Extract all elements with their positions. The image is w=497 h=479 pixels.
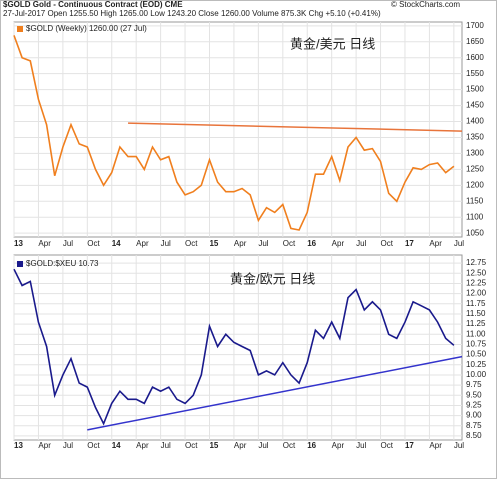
x-tick-label: Jul (63, 239, 73, 248)
x-tick-label: Oct (185, 441, 198, 450)
x-tick-label: Jul (63, 441, 73, 450)
x-tick-label: Apr (429, 441, 442, 450)
x-tick-label: Oct (381, 441, 394, 450)
x-tick-label: Apr (429, 239, 442, 248)
x-tick-label: Oct (381, 239, 394, 248)
y-tick-label: 8.50 (466, 431, 482, 440)
y-tick-label: 10.25 (466, 360, 487, 369)
y-tick-label: 1250 (466, 164, 484, 173)
y-tick-label: 1550 (466, 69, 484, 78)
x-tick-label: Jul (356, 239, 366, 248)
x-tick-label: Jul (161, 239, 171, 248)
x-tick-label: Jul (258, 239, 268, 248)
y-tick-label: 12.25 (466, 279, 487, 288)
x-tick-label: 15 (209, 441, 218, 450)
x-tick-label: Oct (283, 441, 296, 450)
x-tick-label: 14 (112, 239, 121, 248)
source: © StockCharts.com (391, 0, 460, 9)
annotation: 黄金/欧元 日线 (230, 271, 315, 286)
legend-label: $GOLD (Weekly) 1260.00 (27 Jul) (26, 24, 147, 33)
x-tick-label: Apr (234, 239, 247, 248)
x-tick-label: Apr (136, 239, 149, 248)
x-tick-label: Oct (283, 239, 296, 248)
y-tick-label: 12.00 (466, 289, 487, 298)
x-tick-label: Apr (234, 441, 247, 450)
y-tick-label: 9.25 (466, 401, 482, 410)
price-line (13, 35, 455, 231)
y-tick-label: 8.75 (466, 421, 482, 430)
y-tick-label: 1300 (466, 149, 484, 158)
x-tick-label: 14 (112, 441, 121, 450)
x-tick-label: 17 (405, 441, 414, 450)
y-tick-label: 11.50 (466, 309, 486, 318)
y-tick-label: 9.75 (466, 380, 482, 389)
y-tick-label: 1150 (466, 196, 484, 205)
price-line (13, 268, 455, 426)
y-tick-label: 1600 (466, 53, 484, 62)
x-tick-label: Apr (136, 441, 149, 450)
x-tick-label: 17 (405, 239, 414, 248)
y-tick-label: 1100 (466, 212, 484, 221)
x-tick-label: Apr (38, 239, 51, 248)
plot-area (13, 254, 463, 441)
y-tick-label: 1500 (466, 85, 484, 94)
y-tick-label: 10.75 (466, 340, 487, 349)
legend-swatch (17, 261, 23, 267)
chart-title: $GOLD Gold - Continuous Contract (EOD) C… (3, 0, 183, 9)
x-tick-label: Jul (356, 441, 366, 450)
subtitle: 27-Jul-2017 Open 1255.50 High 1265.00 Lo… (3, 9, 381, 18)
y-tick-label: 1650 (466, 37, 484, 46)
x-tick-label: Jul (258, 441, 268, 450)
trendline (128, 122, 463, 132)
y-tick-label: 12.75 (466, 258, 487, 267)
x-tick-label: Apr (332, 239, 345, 248)
x-tick-label: 16 (307, 239, 316, 248)
y-tick-label: 1050 (466, 228, 484, 237)
y-tick-label: 1700 (466, 21, 484, 30)
x-tick-label: Oct (87, 239, 100, 248)
x-tick-label: Oct (185, 239, 198, 248)
y-tick-label: 10.00 (466, 370, 487, 379)
y-tick-label: 12.50 (466, 268, 487, 277)
trendline (87, 355, 463, 431)
x-tick-label: 13 (14, 239, 23, 248)
y-tick-label: 11.00 (466, 329, 486, 338)
x-tick-label: Jul (454, 239, 464, 248)
y-tick-label: 9.50 (466, 390, 482, 399)
x-tick-label: 13 (14, 441, 23, 450)
x-tick-label: Jul (161, 441, 171, 450)
x-tick-label: Oct (87, 441, 100, 450)
x-tick-label: 15 (209, 239, 218, 248)
y-tick-label: 11.75 (466, 299, 486, 308)
y-tick-label: 1450 (466, 101, 484, 110)
y-tick-label: 1350 (466, 133, 484, 142)
x-tick-label: Apr (38, 441, 51, 450)
y-tick-label: 10.50 (466, 350, 487, 359)
x-tick-label: Jul (454, 441, 464, 450)
y-tick-label: 1200 (466, 180, 484, 189)
legend-label: $GOLD:$XEU 10.73 (26, 259, 99, 268)
annotation: 黄金/美元 日线 (290, 36, 375, 51)
y-tick-label: 11.25 (466, 319, 486, 328)
x-tick-label: Apr (332, 441, 345, 450)
x-tick-label: 16 (307, 441, 316, 450)
y-tick-label: 1400 (466, 117, 484, 126)
legend-swatch (17, 26, 23, 32)
y-tick-label: 9.00 (466, 411, 482, 420)
